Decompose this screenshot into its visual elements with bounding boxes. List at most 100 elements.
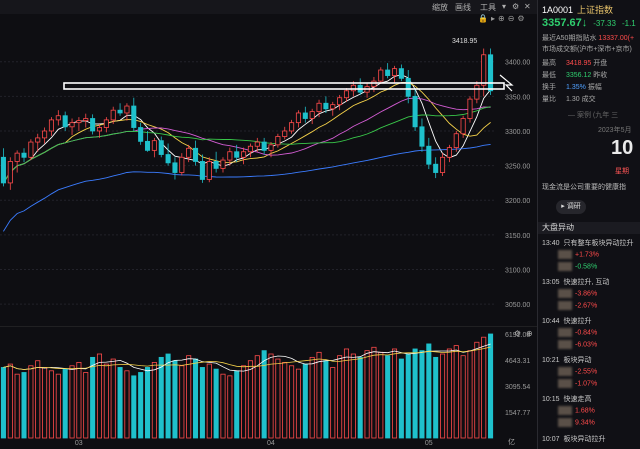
candle-body bbox=[117, 109, 123, 114]
volume-settings-icon[interactable]: ⚙ bbox=[514, 329, 521, 338]
volume-tick-label: 4643.31 bbox=[505, 358, 530, 365]
candle-body bbox=[398, 68, 404, 79]
volume-bar bbox=[124, 370, 130, 439]
alert-item[interactable]: 10:07 板块异动拉升 bbox=[542, 436, 606, 443]
volume-bar bbox=[28, 365, 34, 439]
candle-body bbox=[241, 151, 247, 158]
zoom-in-icon[interactable]: ⊕ bbox=[497, 14, 505, 23]
volume-bar bbox=[131, 375, 137, 439]
candle-body bbox=[28, 141, 34, 158]
volume-tick-label: 3095.54 bbox=[505, 384, 530, 391]
volume-bar bbox=[398, 358, 404, 439]
candle-body bbox=[21, 152, 27, 158]
candle-body bbox=[488, 54, 494, 92]
volume-bar bbox=[213, 368, 219, 439]
volume-bar bbox=[172, 360, 178, 439]
candle-body bbox=[391, 68, 398, 76]
volume-bar bbox=[309, 356, 315, 439]
ma5-line bbox=[3, 74, 491, 184]
volume-bar bbox=[186, 355, 192, 439]
market-alerts-header: 大盘异动 bbox=[538, 222, 640, 234]
candle-body bbox=[419, 126, 425, 147]
candle-body bbox=[62, 115, 68, 128]
volume-bar bbox=[330, 367, 336, 439]
chart-controls: 🔒 ▸ ⊕ ⊖ ⚙ bbox=[478, 14, 525, 26]
candle-body bbox=[426, 145, 432, 165]
candle-body bbox=[343, 90, 350, 99]
blurred-stock-name bbox=[558, 250, 572, 259]
candle-body bbox=[14, 152, 20, 162]
volume-bar bbox=[21, 372, 27, 439]
volume-bar bbox=[247, 360, 253, 439]
blurred-stock-name bbox=[558, 328, 572, 337]
alert-item[interactable]: 13:05 快速拉升, 互动 bbox=[542, 279, 610, 286]
alert-item[interactable]: 10:15 快速走高 bbox=[542, 396, 592, 403]
play-icon[interactable]: ▸ bbox=[490, 14, 495, 23]
candlestick-chart[interactable]: 3418.95 3400.00 3350.00 3300.00 3250.00 3200… bbox=[0, 28, 537, 326]
volume-bar bbox=[302, 363, 308, 439]
candle-body bbox=[337, 97, 343, 106]
alert-item[interactable]: 13:40 只有整车板块异动拉升 bbox=[542, 240, 634, 247]
candle-body bbox=[302, 112, 308, 119]
volume-bar bbox=[206, 363, 212, 439]
volume-bar bbox=[138, 372, 144, 439]
candle-body bbox=[199, 161, 205, 180]
tip-text[interactable]: 现金流是公司重要的健康指 bbox=[542, 184, 626, 191]
dropdown-icon[interactable]: ▾ bbox=[502, 2, 507, 11]
alert-item[interactable]: 10:44 快速拉升 bbox=[542, 318, 592, 325]
candle-body bbox=[0, 156, 6, 184]
volume-bar bbox=[323, 360, 329, 439]
case-tabs[interactable]: — 案例 (九年 三 bbox=[568, 112, 619, 119]
alert-value: -6.03% bbox=[558, 340, 597, 349]
stock-code: 1A0001 上证指数 bbox=[542, 5, 614, 15]
calendar-day: 10 bbox=[611, 137, 634, 159]
candle-body bbox=[76, 120, 82, 124]
volume-bar bbox=[268, 353, 274, 439]
gear-icon[interactable]: ⚙ bbox=[512, 2, 520, 11]
low-row: 最低 3356.12 昨收 bbox=[542, 72, 608, 79]
stock-name: 上证指数 bbox=[577, 5, 614, 15]
candle-body bbox=[412, 95, 418, 128]
zoom-menu[interactable]: 缩放 bbox=[432, 3, 448, 12]
candle-body bbox=[474, 84, 480, 100]
quote-panel: 1A0001 上证指数 3357.67↓ -37.33 -1.1 最近A50期指贴水 … bbox=[537, 0, 640, 449]
alert-value: -2.67% bbox=[558, 301, 597, 310]
volume-bar bbox=[378, 351, 384, 439]
volume-bar bbox=[151, 362, 157, 439]
candle-body bbox=[295, 112, 301, 124]
volume-bar bbox=[83, 372, 89, 439]
close-icon[interactable]: ✕ bbox=[524, 2, 531, 11]
high-row: 最高 3418.95 开盘 bbox=[542, 60, 608, 67]
volume-add-icon[interactable]: ⊕ bbox=[526, 329, 533, 338]
tools-menu[interactable]: 工具 bbox=[480, 3, 496, 12]
volume-bar bbox=[371, 346, 377, 439]
down-arrow-drawing bbox=[499, 74, 514, 92]
volume-tick-label: 6191.08 bbox=[505, 332, 530, 339]
alert-value: -2.55% bbox=[558, 367, 597, 376]
draw-line-menu[interactable]: 画线 bbox=[455, 3, 471, 12]
volume-bar bbox=[117, 367, 123, 439]
a50-row: 最近A50期指贴水 13337.00(+ bbox=[542, 35, 635, 42]
research-button[interactable]: ▸ 调研 bbox=[556, 200, 586, 214]
volume-bar bbox=[179, 365, 185, 439]
candle-body bbox=[350, 84, 356, 92]
volume-bar bbox=[220, 373, 226, 439]
volume-bar bbox=[76, 362, 82, 439]
zoom-out-icon[interactable]: ⊖ bbox=[507, 14, 515, 23]
volume-bar bbox=[343, 348, 350, 439]
candle-body bbox=[433, 163, 439, 173]
candle-body bbox=[138, 127, 144, 142]
volume-bar bbox=[42, 367, 48, 439]
volume-ma10-line bbox=[3, 346, 491, 370]
alert-item[interactable]: 10:21 板块异动 bbox=[542, 357, 592, 364]
volume-bar bbox=[433, 356, 439, 439]
support-band-drawing[interactable] bbox=[63, 82, 505, 90]
volume-bar bbox=[261, 350, 267, 439]
blurred-stock-name bbox=[558, 301, 572, 310]
lock-icon[interactable]: 🔒 bbox=[478, 14, 488, 23]
alert-value: 9.34% bbox=[558, 418, 595, 427]
volume-bar bbox=[289, 365, 295, 439]
volume-bar bbox=[7, 363, 13, 439]
settings-icon[interactable]: ⚙ bbox=[517, 14, 525, 23]
